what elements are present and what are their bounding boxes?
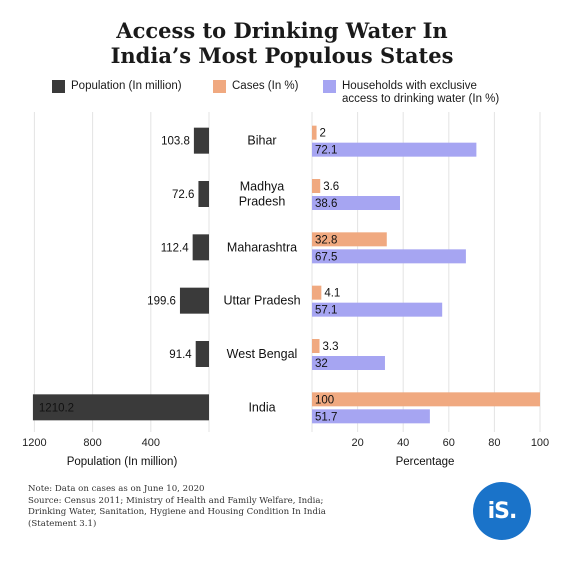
category-label: India	[248, 400, 275, 414]
right-x-tick-label: 60	[443, 437, 455, 449]
legend-label-households-line1: Households with exclusive	[342, 80, 477, 92]
households-bar	[312, 409, 430, 424]
chart-plot: 1200 800 400 20 40 60 80 100 Population (In mill…	[22, 112, 549, 468]
population-value-label: 91.4	[169, 349, 192, 361]
left-x-tick-label: 400	[142, 437, 160, 449]
note-line-1: Note: Data on cases as on June 10, 2020	[28, 484, 205, 494]
category-label: Uttar Pradesh	[223, 294, 300, 308]
cases-bar	[312, 285, 322, 300]
population-bar	[32, 394, 210, 421]
left-x-tick-label: 1200	[22, 437, 46, 449]
cases-value-label: 3.6	[323, 181, 339, 193]
legend-label-cases: Cases (In %)	[232, 80, 299, 92]
category-label: Madhya	[240, 180, 285, 194]
left-x-axis-title: Population (In million)	[67, 456, 178, 468]
category-label: West Bengal	[227, 347, 298, 361]
households-value-label: 38.6	[315, 198, 337, 210]
category-label: Maharashtra	[227, 240, 297, 254]
left-x-tick-label: 800	[83, 437, 101, 449]
right-x-tick-label: 40	[397, 437, 409, 449]
cases-bar	[312, 392, 540, 407]
note-line-4: (Statement 3.1)	[28, 518, 97, 529]
population-bar	[198, 181, 209, 207]
right-x-tick-label: 20	[351, 437, 363, 449]
legend-swatch-cases	[213, 80, 226, 93]
source-note: Note: Data on cases as on June 10, 2020 …	[28, 484, 458, 530]
population-bar	[179, 287, 209, 314]
legend-item-population: Population (In million)	[52, 80, 182, 93]
cases-value-label: 4.1	[324, 288, 340, 300]
cases-value-label: 2	[320, 128, 326, 140]
population-value-label: 103.8	[161, 136, 190, 148]
population-value-label: 72.6	[172, 189, 194, 201]
legend-item-households: Households with exclusive access to drin…	[323, 80, 499, 106]
households-bar	[312, 249, 466, 264]
legend-item-cases: Cases (In %)	[213, 80, 298, 93]
population-bar	[193, 127, 209, 154]
right-x-axis-title: Percentage	[396, 456, 455, 468]
legend-label-households-line2: access to drinking water (In %)	[342, 93, 500, 105]
cases-bar	[312, 125, 317, 140]
right-x-tick-label: 100	[531, 437, 549, 449]
cases-value-label: 3.3	[323, 341, 339, 353]
households-value-label: 72.1	[315, 145, 337, 157]
legend-label-population: Population (In million)	[71, 80, 182, 92]
indiaspend-logo: iS.	[473, 482, 531, 540]
right-x-tick-label: 80	[488, 437, 500, 449]
households-bar	[312, 196, 401, 210]
legend-swatch-population	[52, 80, 65, 93]
population-value-label: 112.4	[161, 242, 190, 254]
cases-value-label: 32.8	[315, 234, 337, 246]
population-bar	[195, 341, 209, 367]
cases-value-label: 100	[315, 394, 334, 406]
households-bar	[312, 356, 385, 370]
cases-bar	[312, 179, 321, 193]
title-line-2: India’s Most Populous States	[110, 43, 454, 68]
legend-label-households: Households with exclusive access to drin…	[342, 80, 499, 106]
households-value-label: 67.5	[315, 251, 337, 263]
households-value-label: 32	[315, 358, 328, 370]
category-label: Bihar	[247, 134, 276, 148]
legend-swatch-households	[323, 80, 336, 93]
chart-title: Access to Drinking Water In India’s Most…	[0, 18, 564, 68]
households-value-label: 57.1	[315, 305, 337, 317]
households-bar	[312, 142, 477, 157]
note-line-2: Source: Census 2011; Ministry of Health …	[28, 495, 324, 506]
population-bar	[192, 234, 209, 261]
population-value-label: 199.6	[147, 296, 176, 308]
category-label: Pradesh	[239, 195, 286, 209]
title-line-1: Access to Drinking Water In	[116, 18, 448, 43]
population-value-label: 1210.2	[39, 402, 74, 414]
legend: Population (In million) Cases (In %) Hou…	[0, 80, 564, 110]
cases-bar	[312, 339, 320, 353]
households-value-label: 51.7	[315, 411, 337, 423]
households-bar	[312, 302, 443, 317]
note-line-3: Drinking Water, Sanitation, Hygiene and …	[28, 507, 326, 517]
cases-bar	[312, 232, 387, 247]
